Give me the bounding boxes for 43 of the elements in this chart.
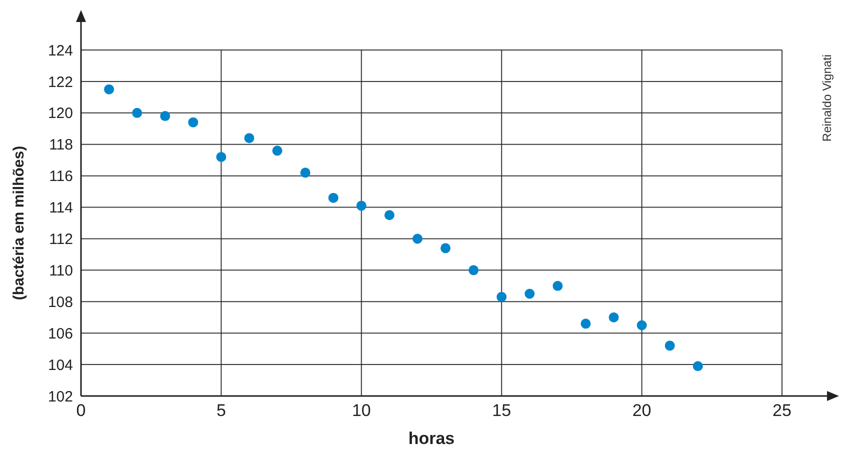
y-tick-label: 124 (48, 42, 73, 60)
y-tick-label: 120 (48, 105, 73, 122)
point (552, 280, 563, 291)
x-tick-label: 20 (632, 401, 652, 420)
point (496, 292, 507, 302)
y-tick-label: 112 (49, 231, 73, 248)
point (580, 318, 591, 329)
y-tick-label: 106 (48, 325, 73, 342)
point (356, 200, 366, 211)
x-axis-title: horas (408, 429, 455, 448)
y-tick-label: 122 (48, 74, 73, 91)
y-tick-label: 116 (49, 168, 73, 186)
x-tick-label: 5 (216, 401, 226, 420)
y-tick-label: 110 (49, 262, 73, 280)
point (272, 146, 282, 156)
point (524, 288, 535, 299)
point (664, 340, 675, 351)
point (104, 84, 114, 94)
y-tick-label: 104 (48, 356, 73, 374)
point (328, 192, 338, 203)
point (608, 312, 619, 322)
y-axis-title: (bactéria em milhões) (10, 146, 28, 300)
point (412, 234, 422, 244)
point (132, 108, 142, 118)
y-tick-label: 114 (49, 200, 73, 217)
point (188, 117, 198, 128)
text: Reinaldo Vignati (820, 54, 834, 142)
x-tick-label: 0 (76, 401, 86, 420)
x-tick-label: 15 (492, 401, 512, 420)
point (692, 361, 703, 372)
point (244, 133, 254, 144)
y-tick-label: 102 (48, 388, 73, 406)
point (440, 243, 451, 254)
point (300, 168, 310, 178)
point (468, 265, 479, 276)
point (384, 210, 394, 220)
y-tick-label: 118 (49, 136, 73, 154)
x-tick-label: 25 (772, 401, 792, 420)
point (216, 152, 226, 162)
point (636, 320, 647, 330)
x-tick-label: 10 (352, 401, 371, 420)
point (160, 111, 170, 122)
y-tick-label: 108 (48, 294, 73, 311)
